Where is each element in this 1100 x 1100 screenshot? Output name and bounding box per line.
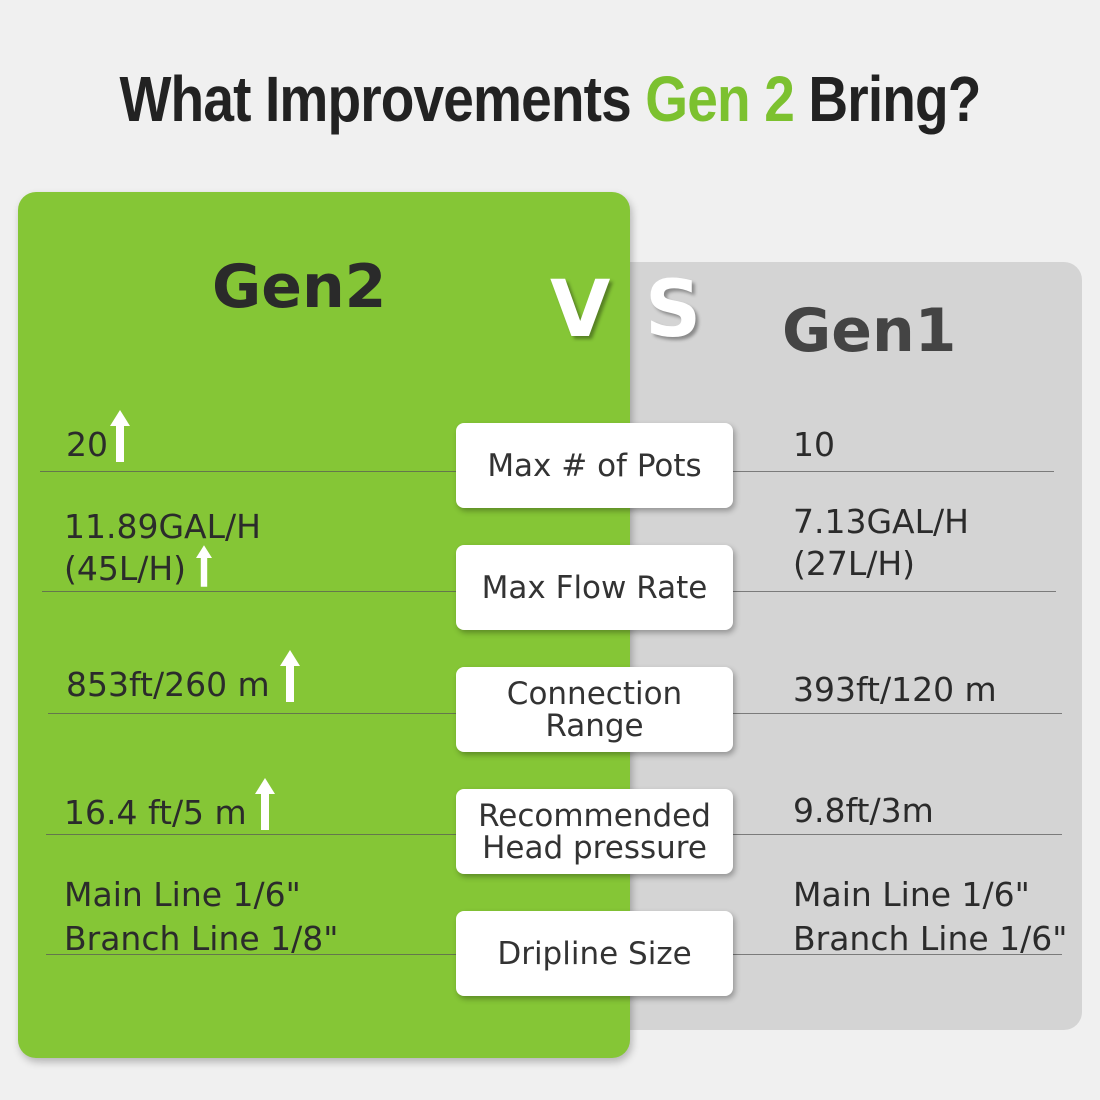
gen2-value-range: 853ft/260 m: [66, 650, 300, 706]
page-title: What Improvements Gen 2 Bring?: [119, 63, 981, 135]
gen1-panel: [610, 262, 1082, 1030]
gen1-heading: Gen1: [782, 296, 957, 366]
gen2-value-pressure: 16.4 ft/5 m: [64, 778, 275, 834]
title-highlight: Gen 2: [645, 63, 795, 135]
label-max-pots: Max # of Pots: [456, 423, 733, 508]
vs-s: S: [645, 265, 702, 355]
gen2-value-dripline: Main Line 1/6" Branch Line 1/8": [64, 875, 339, 958]
label-head-pressure: Recommended Head pressure: [456, 789, 733, 874]
gen2-value-flow: 11.89GAL/H (45L/H): [64, 507, 261, 588]
gen1-value-pressure: 9.8ft/3m: [793, 791, 934, 830]
gen1-value-range: 393ft/120 m: [793, 670, 997, 709]
vs-v: V: [550, 265, 611, 355]
label-connection-range: Connection Range: [456, 667, 733, 752]
gen2-value-pots: 20: [66, 410, 130, 466]
gen1-value-dripline: Main Line 1/6" Branch Line 1/6": [793, 875, 1068, 958]
gen1-value-flow: 7.13GAL/H (27L/H): [793, 502, 969, 583]
gen1-value-pots: 10: [793, 425, 835, 464]
gen2-heading: Gen2: [212, 252, 387, 322]
label-dripline-size: Dripline Size: [456, 911, 733, 996]
label-max-flow-rate: Max Flow Rate: [456, 545, 733, 630]
